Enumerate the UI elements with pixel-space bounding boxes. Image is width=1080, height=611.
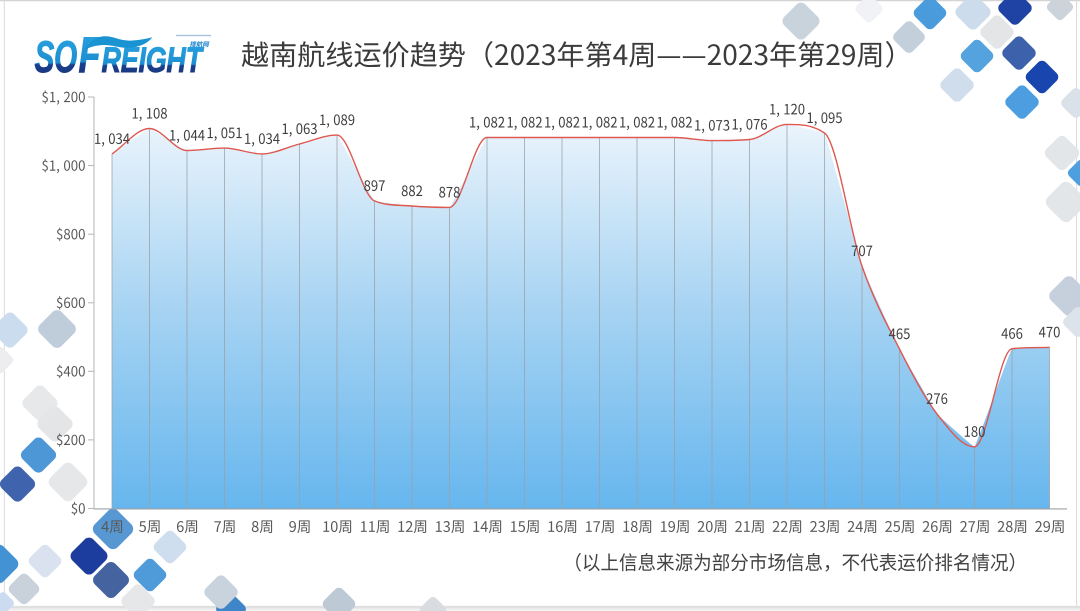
svg-text:SO: SO bbox=[35, 33, 77, 82]
svg-text:REIGHT: REIGHT bbox=[102, 41, 205, 80]
svg-text:F: F bbox=[79, 28, 102, 83]
